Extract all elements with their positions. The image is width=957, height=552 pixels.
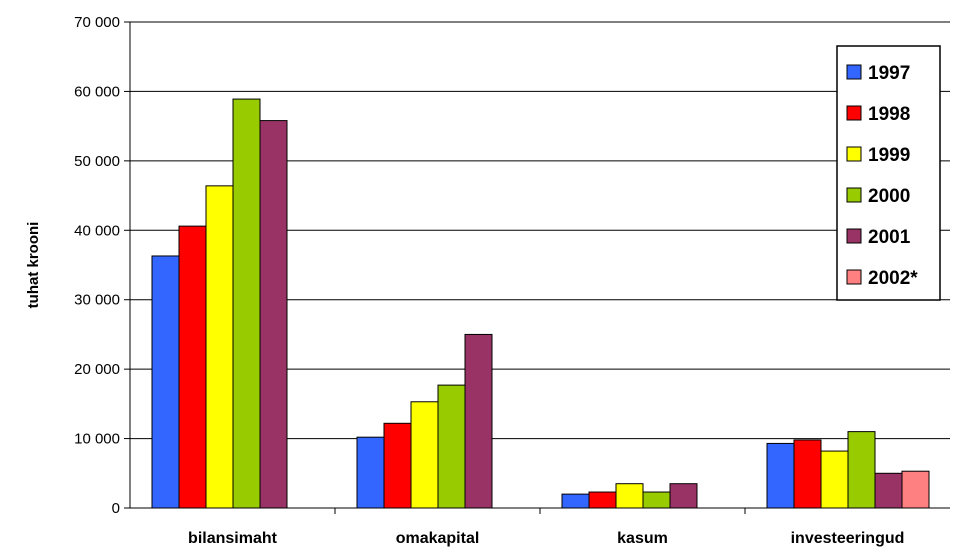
bar-2001-omakapital — [464, 333, 493, 509]
legend-entry: 2000 — [868, 186, 910, 207]
y-axis-ticks: 0 10 000 20 000 30 000 40 000 50 000 60 000 70 … — [74, 14, 130, 517]
bar-2000-omakapital — [437, 384, 466, 509]
legend-box — [836, 45, 941, 301]
legend-swatch — [846, 228, 862, 244]
legend-swatch — [846, 269, 862, 285]
y-tick-label: 10 000 — [74, 431, 120, 448]
bar-2002-investeeringud — [901, 470, 930, 509]
y-tick-label: 60 000 — [74, 83, 120, 100]
x-tick-label: investeeringud — [791, 530, 905, 547]
x-tick-label: bilansimaht — [188, 530, 278, 547]
bar-1998-omakapital — [383, 422, 412, 509]
bar-2000-investeeringud — [847, 431, 876, 509]
y-tick-label: 40 000 — [74, 222, 120, 239]
y-axis-label: tuhat krooni — [25, 222, 42, 309]
bar-1999-bilansimaht — [205, 185, 234, 509]
bar-1997-kasum — [561, 493, 590, 509]
y-tick-label: 50 000 — [74, 153, 120, 170]
bar-1997-investeeringud — [766, 442, 795, 509]
bar-1997-omakapital — [356, 436, 385, 509]
bar-1999-omakapital — [410, 401, 439, 509]
y-tick-label: 20 000 — [74, 361, 120, 378]
legend-swatch — [846, 187, 862, 203]
bars — [151, 98, 930, 509]
legend-swatch — [846, 105, 862, 121]
bar-1997-bilansimaht — [151, 255, 180, 509]
bar-2000-bilansimaht — [232, 98, 261, 509]
y-tick-label: 70 000 — [74, 14, 120, 31]
bar-2001-bilansimaht — [259, 120, 288, 509]
bar-1998-investeeringud — [793, 439, 822, 509]
legend: 1997 1998 1999 2000 2001 2002* — [836, 45, 941, 301]
legend-swatch — [846, 64, 862, 80]
legend-entry: 2001 — [868, 227, 911, 248]
legend-entry: 1997 — [868, 63, 910, 84]
legend-entry: 2002* — [868, 268, 918, 289]
bar-1998-kasum — [588, 491, 617, 509]
bar-2001-investeeringud — [874, 472, 903, 509]
y-tick-label: 0 — [112, 500, 120, 517]
legend-swatch — [846, 146, 862, 162]
bar-1998-bilansimaht — [178, 225, 207, 509]
y-tick-label: 30 000 — [74, 292, 120, 309]
x-axis-ticks: bilansimaht omakapital kasum investeeringud — [188, 508, 904, 547]
x-tick-label: kasum — [617, 530, 668, 547]
legend-entry: 1998 — [868, 104, 910, 125]
bar-2001-kasum — [669, 483, 698, 509]
bar-1999-kasum — [615, 483, 644, 509]
bar-1999-investeeringud — [820, 450, 849, 509]
x-tick-label: omakapital — [396, 530, 480, 547]
legend-entry: 1999 — [868, 145, 910, 166]
bar-2000-kasum — [642, 491, 671, 509]
